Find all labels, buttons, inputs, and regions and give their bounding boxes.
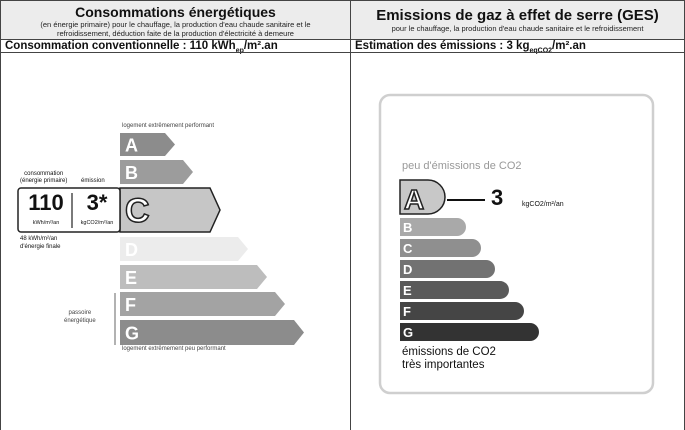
energy-class-letter-d: D (125, 240, 138, 260)
ges-class-bar-b (400, 218, 466, 236)
energy-title: Consommations énergétiques (75, 4, 276, 20)
ges-subtitle: pour le chauffage, la production d'eau c… (391, 24, 644, 33)
ges-class-letter-c: C (403, 241, 413, 256)
ges-class-bar-a (399, 179, 446, 215)
energy-class-bar-b (120, 160, 193, 184)
consumption-label: consommation (énergie primaire) (20, 171, 67, 185)
emission-unit: kgCO2/m²/an (80, 220, 114, 226)
ges-class-letter-a: A (404, 184, 424, 215)
ges-class-letter-b: B (403, 220, 412, 235)
energy-class-bar-e (120, 265, 267, 289)
final-energy-label: d'énergie finale (20, 243, 61, 250)
ges-unit: kgCO2/m²/an (522, 201, 564, 208)
energy-summary-text: Consommation conventionnelle : 110 kWh (5, 40, 236, 52)
consumption-unit: kWh/m²/an (32, 220, 60, 226)
energy-class-letter-b: B (125, 163, 138, 183)
consumption-label-1: consommation (24, 171, 64, 177)
ges-summary-text: Estimation des émissions : 3 kg (355, 40, 530, 52)
ges-top-label: peu d'émissions de CO2 (402, 160, 522, 172)
energy-class-bar-a (120, 133, 175, 156)
ges-class-letter-d: D (403, 262, 412, 277)
energy-header: Consommations énergétiques (en énergie p… (0, 0, 351, 40)
ges-class-bar-e (400, 281, 509, 299)
ges-header: Emissions de gaz à effet de serre (GES) … (350, 0, 685, 40)
energy-summary-sub: ep (235, 47, 244, 55)
ges-class-bar-g (400, 323, 539, 341)
energy-top-label: logement extrêmement performant (122, 123, 215, 129)
passoire-label-2: énergétique (64, 317, 96, 324)
ges-bottom-label-2: très importantes (402, 359, 485, 371)
consumption-label-2: (énergie primaire) (20, 178, 68, 184)
ges-class-bar-d (400, 260, 495, 278)
final-energy-value: 48 kWh/m²/an (20, 236, 58, 242)
energy-summary-unit: /m².an (243, 40, 278, 52)
ges-class-bar-c (400, 239, 481, 257)
ges-bottom-label: émissions de CO2 très importantes (402, 346, 496, 372)
energy-class-letter-e: E (125, 268, 137, 288)
ges-title: Emissions de gaz à effet de serre (GES) (376, 7, 659, 24)
energy-value-box (17, 187, 121, 233)
ges-class-bar-f (400, 302, 524, 320)
ges-value: 3 (491, 185, 504, 210)
passoire-label: passoire énergétique (64, 310, 96, 325)
energy-subtitle-1: (en énergie primaire) pour le chauffage,… (40, 20, 311, 29)
energy-bottom-label: logement extrêmement peu performant (122, 346, 226, 352)
energy-class-bar-d (120, 237, 248, 261)
ges-bottom-label-1: émissions de CO2 (402, 346, 496, 358)
emission-label: émission (81, 178, 105, 184)
ges-summary-sub: eqCO2 (529, 47, 553, 55)
emission-value: 3* (86, 190, 108, 215)
energy-summary: Consommation conventionnelle : 110 kWhep… (0, 39, 351, 55)
energy-subtitle-2: refroidissement, déduction faite de la p… (57, 29, 294, 38)
final-energy: 48 kWh/m²/an d'énergie finale (20, 236, 61, 251)
energy-class-bar-f (120, 292, 285, 316)
ges-class-letter-f: F (403, 304, 411, 319)
energy-class-letter-g: G (125, 324, 139, 344)
energy-class-letter-c: C (125, 192, 150, 230)
energy-class-letter-a: A (125, 136, 138, 156)
ges-class-letter-e: E (403, 283, 412, 298)
consumption-value: 110 (28, 190, 64, 215)
ges-summary-unit: /m².an (552, 40, 586, 52)
ges-summary: Estimation des émissions : 3 kgeqCO2/m².… (350, 39, 685, 55)
ges-class-letter-g: G (403, 325, 413, 340)
energy-class-letter-f: F (125, 295, 136, 315)
passoire-label-1: passoire (68, 310, 92, 316)
energy-class-bar-g (120, 320, 304, 345)
